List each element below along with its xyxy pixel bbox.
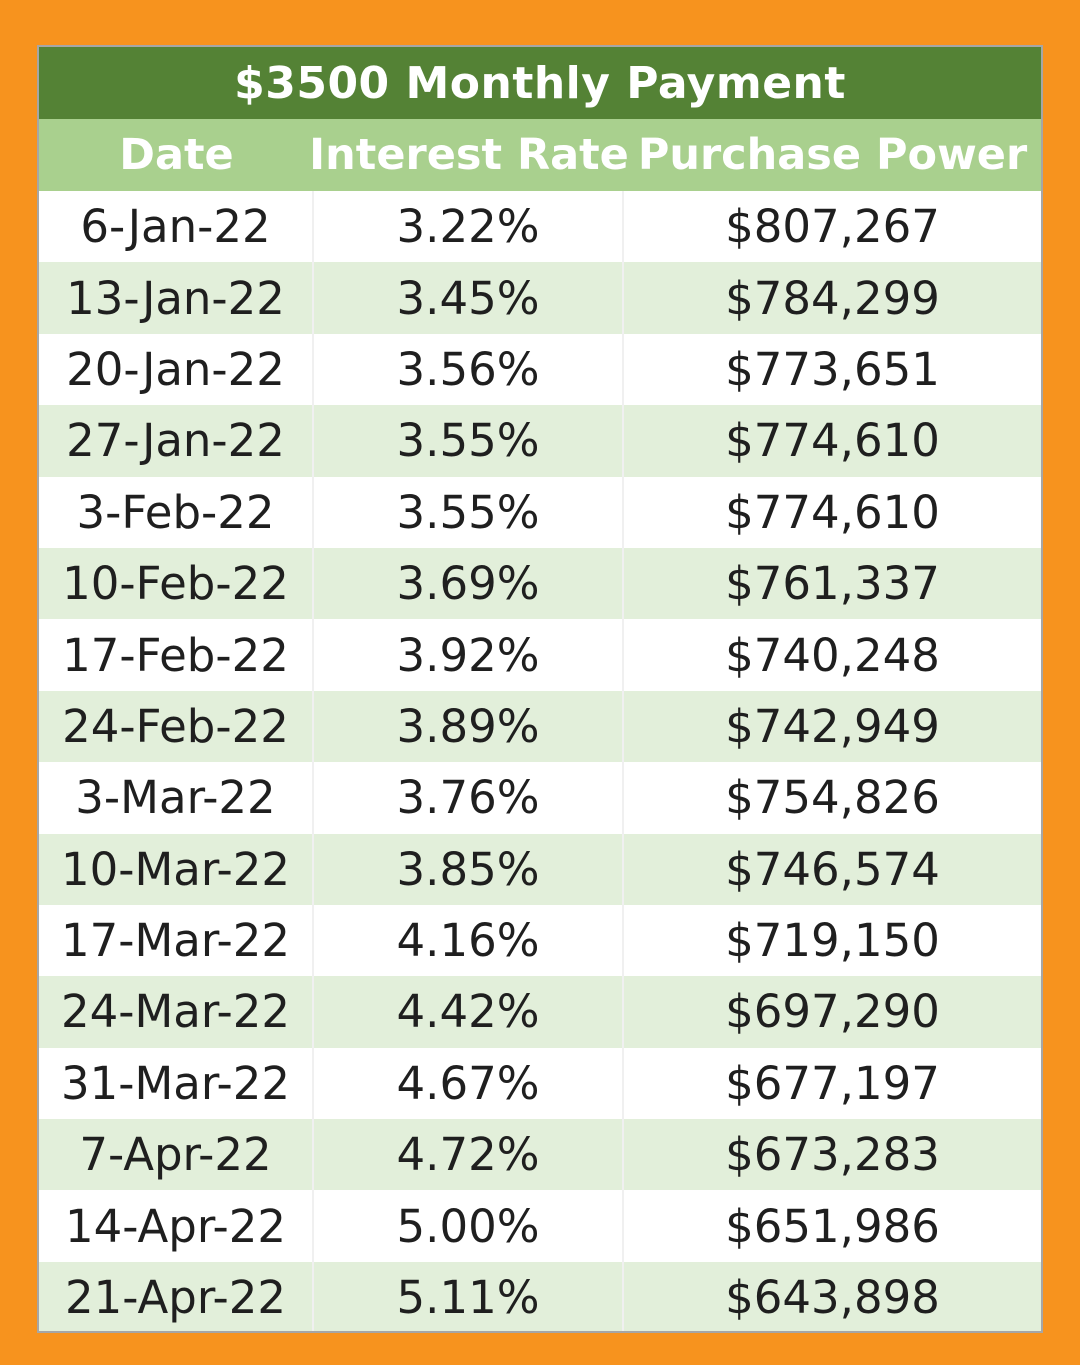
cell-interest-rate: 3.92%: [314, 619, 624, 691]
cell-date: 31-Mar-22: [39, 1047, 314, 1120]
table-header-row: Date Interest Rate Purchase Power: [39, 119, 1041, 191]
cell-purchase-power: $754,826: [725, 771, 940, 825]
cell-date: 3-Feb-22: [39, 476, 314, 548]
table-row: 3-Feb-22 3.55% $774,610: [39, 476, 1041, 548]
cell-date: 17-Mar-22: [39, 904, 314, 977]
table-row: 24-Mar-22 4.42% $697,290: [39, 976, 1041, 1048]
cell-date: 24-Mar-22: [39, 976, 314, 1048]
table-row: 14-Apr-22 5.00% $651,986: [39, 1190, 1041, 1262]
cell-interest-rate: 4.72%: [314, 1119, 624, 1191]
cell-date: 6-Jan-22: [39, 191, 314, 263]
cell-interest-rate: 4.67%: [314, 1047, 624, 1120]
cell-purchase-power: $773,651: [725, 342, 940, 396]
table-body: 6-Jan-22 3.22% $807,267 13-Jan-22 3.45% $784,…: [39, 191, 1041, 1331]
table-row: 3-Mar-22 3.76% $754,826: [39, 762, 1041, 834]
cell-purchase-power: $774,610: [725, 485, 940, 539]
cell-purchase-power: $651,986: [725, 1199, 940, 1253]
header-interest-rate: Interest Rate: [309, 130, 629, 180]
table-row: 24-Feb-22 3.89% $742,949: [39, 690, 1041, 763]
cell-interest-rate: 4.42%: [314, 976, 624, 1048]
cell-interest-rate: 3.69%: [314, 547, 624, 620]
cell-purchase-power: $742,949: [725, 699, 940, 753]
cell-date: 10-Mar-22: [39, 833, 314, 905]
table-row: 21-Apr-22 5.11% $643,898: [39, 1261, 1041, 1331]
cell-interest-rate: 5.11%: [314, 1261, 624, 1331]
cell-interest-rate: 3.89%: [314, 690, 624, 763]
table-row: 17-Feb-22 3.92% $740,248: [39, 619, 1041, 691]
cell-interest-rate: 4.16%: [314, 904, 624, 977]
table-row: 7-Apr-22 4.72% $673,283: [39, 1119, 1041, 1191]
cell-date: 7-Apr-22: [39, 1119, 314, 1191]
cell-purchase-power: $740,248: [725, 628, 940, 682]
cell-purchase-power: $761,337: [725, 557, 940, 611]
cell-interest-rate: 3.55%: [314, 405, 624, 477]
cell-interest-rate: 3.22%: [314, 191, 624, 263]
cell-date: 24-Feb-22: [39, 690, 314, 763]
table-title: $3500 Monthly Payment: [39, 47, 1041, 119]
table-row: 10-Mar-22 3.85% $746,574: [39, 833, 1041, 905]
cell-date: 13-Jan-22: [39, 262, 314, 334]
table-row: 13-Jan-22 3.45% $784,299: [39, 262, 1041, 334]
header-date: Date: [119, 130, 234, 180]
table-row: 20-Jan-22 3.56% $773,651: [39, 333, 1041, 406]
cell-date: 17-Feb-22: [39, 619, 314, 691]
payment-table: $3500 Monthly Payment Date Interest Rate…: [37, 45, 1043, 1333]
table-row: 31-Mar-22 4.67% $677,197: [39, 1047, 1041, 1120]
cell-interest-rate: 5.00%: [314, 1190, 624, 1262]
cell-date: 10-Feb-22: [39, 547, 314, 620]
cell-purchase-power: $746,574: [725, 842, 940, 896]
cell-interest-rate: 3.55%: [314, 476, 624, 548]
cell-date: 21-Apr-22: [39, 1261, 314, 1331]
cell-date: 14-Apr-22: [39, 1190, 314, 1262]
cell-purchase-power: $673,283: [725, 1128, 940, 1182]
cell-purchase-power: $677,197: [725, 1056, 940, 1110]
cell-purchase-power: $784,299: [725, 271, 940, 325]
table-row: 6-Jan-22 3.22% $807,267: [39, 191, 1041, 263]
cell-purchase-power: $774,610: [725, 414, 940, 468]
table-row: 10-Feb-22 3.69% $761,337: [39, 547, 1041, 620]
cell-interest-rate: 3.56%: [314, 333, 624, 406]
table-row: 17-Mar-22 4.16% $719,150: [39, 904, 1041, 977]
cell-date: 20-Jan-22: [39, 333, 314, 406]
table-row: 27-Jan-22 3.55% $774,610: [39, 405, 1041, 477]
cell-date: 27-Jan-22: [39, 405, 314, 477]
cell-interest-rate: 3.45%: [314, 262, 624, 334]
cell-purchase-power: $807,267: [725, 200, 940, 254]
cell-purchase-power: $643,898: [725, 1271, 940, 1325]
cell-interest-rate: 3.85%: [314, 833, 624, 905]
cell-purchase-power: $719,150: [725, 914, 940, 968]
header-purchase-power: Purchase Power: [637, 130, 1028, 180]
cell-date: 3-Mar-22: [39, 762, 314, 834]
cell-interest-rate: 3.76%: [314, 762, 624, 834]
cell-purchase-power: $697,290: [725, 985, 940, 1039]
